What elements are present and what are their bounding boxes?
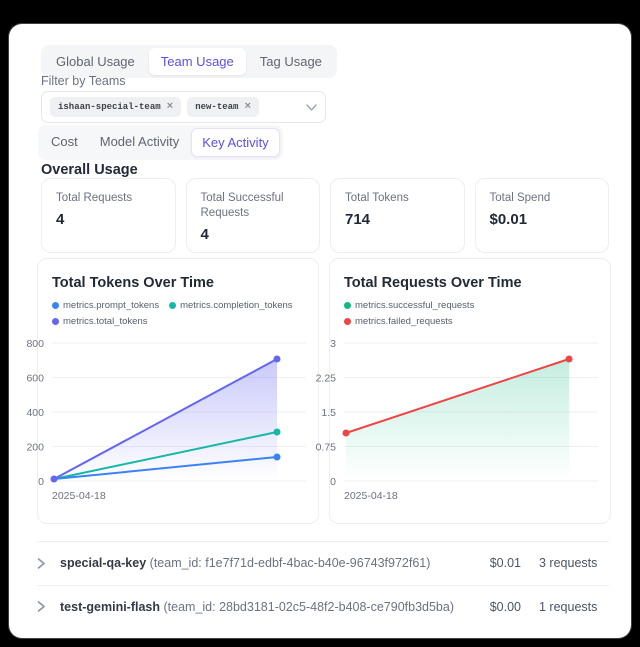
svg-text:200: 200 xyxy=(26,442,44,454)
svg-text:0: 0 xyxy=(38,476,44,488)
svg-text:800: 800 xyxy=(26,338,44,350)
svg-text:3: 3 xyxy=(330,338,336,350)
svg-text:2025-04-18: 2025-04-18 xyxy=(344,490,398,502)
svg-text:2025-04-18: 2025-04-18 xyxy=(52,490,106,502)
svg-text:400: 400 xyxy=(26,407,44,419)
svg-text:0: 0 xyxy=(330,476,336,488)
svg-text:600: 600 xyxy=(26,373,44,385)
svg-text:1.5: 1.5 xyxy=(321,407,336,419)
svg-text:0.75: 0.75 xyxy=(316,442,337,454)
svg-text:2.25: 2.25 xyxy=(316,373,337,385)
